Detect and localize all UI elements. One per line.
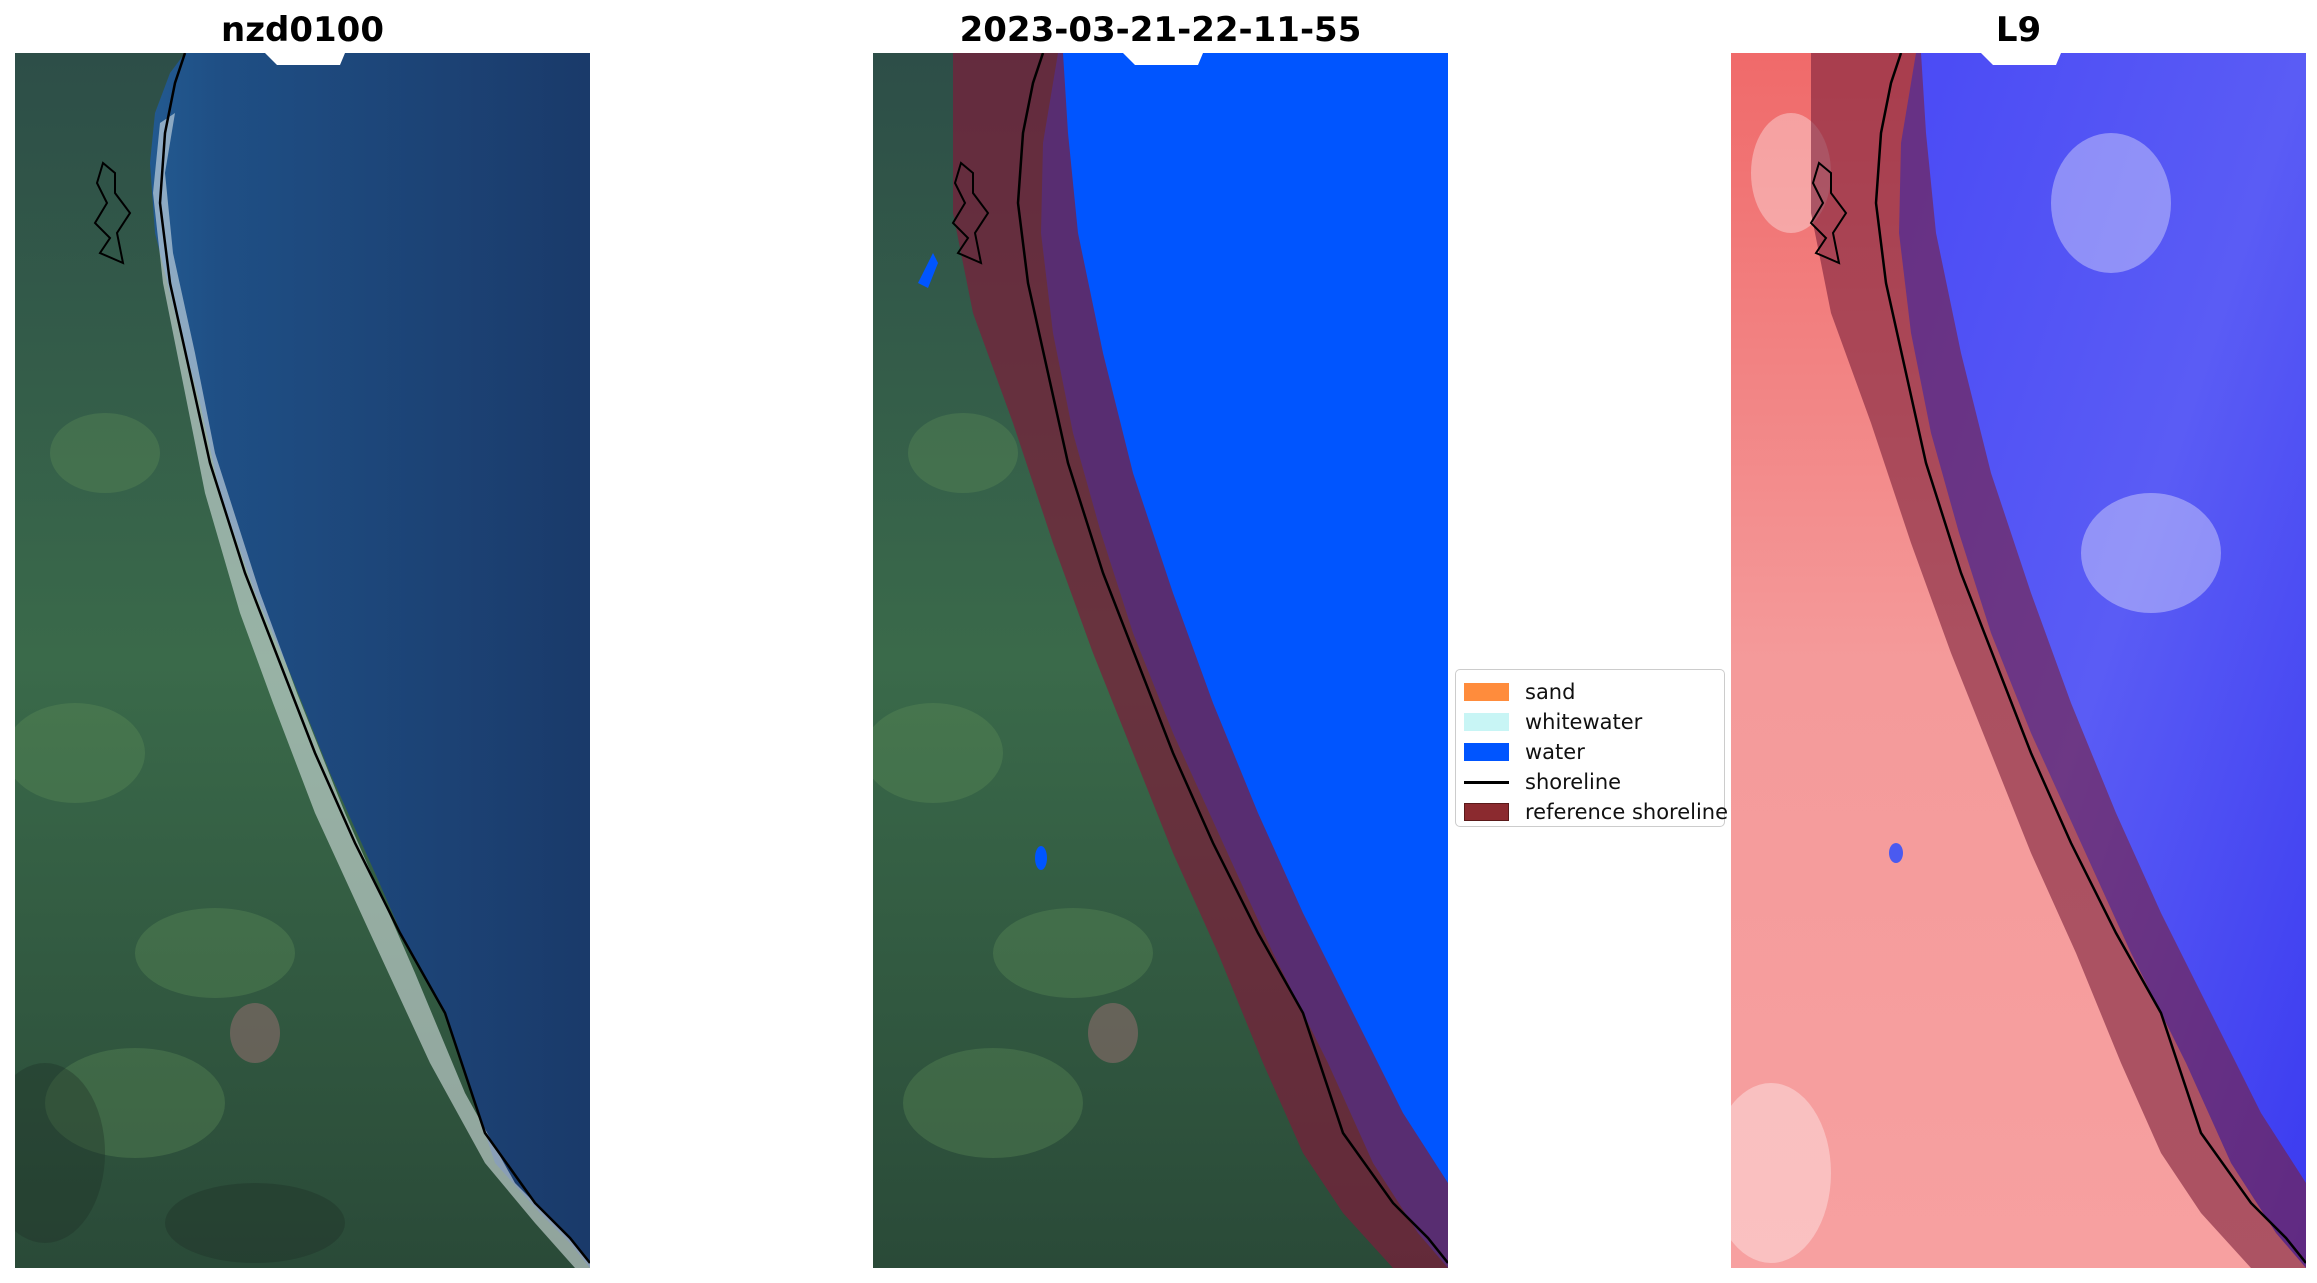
legend-label-reference-shoreline: reference shoreline [1525, 800, 1729, 824]
shoreline-line-swatch [1464, 780, 1509, 784]
panel-title-classified: 2023-03-21-22-11-55 [959, 10, 1362, 50]
whitewater-swatch [1464, 713, 1509, 731]
water-swatch [1464, 743, 1509, 761]
legend-item-reference-shoreline: reference shoreline [1464, 798, 1728, 826]
panel-title-rgb: nzd0100 [221, 10, 384, 50]
reference-shoreline-swatch [1464, 803, 1509, 821]
legend-item-shoreline: shoreline [1464, 768, 1621, 796]
index-image [1731, 53, 2306, 1268]
panel-title-index: L9 [1995, 10, 2042, 50]
legend-label-whitewater: whitewater [1525, 710, 1643, 734]
legend-label-shoreline: shoreline [1525, 770, 1622, 794]
sand-swatch [1464, 683, 1509, 701]
legend-label-sand: sand [1525, 680, 1576, 704]
legend-item-whitewater: whitewater [1464, 708, 1642, 736]
legend-item-water: water [1464, 738, 1585, 766]
legend-item-sand: sand [1464, 678, 1575, 706]
rgb-satellite-image [15, 53, 590, 1268]
classified-image [873, 53, 1448, 1268]
legend: sand whitewater water shoreline referenc… [1455, 669, 1728, 827]
legend-label-water: water [1525, 740, 1585, 764]
